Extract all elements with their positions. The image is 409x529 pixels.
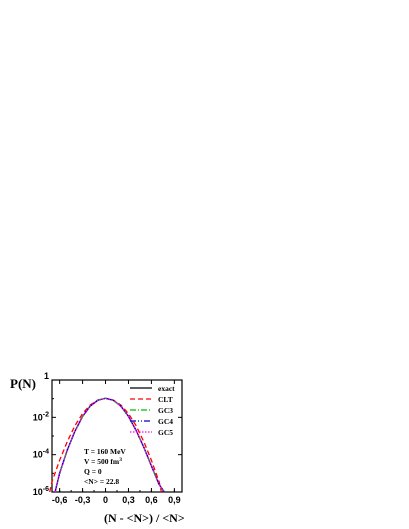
series-gc5: [54, 397, 165, 493]
x-tick-label: 0,9: [168, 495, 181, 505]
y-axis-label: P(N): [10, 376, 36, 391]
legend-label-gc5: GC5: [158, 428, 173, 437]
legend-label-gc4: GC4: [158, 417, 173, 426]
ticks-layer: -0,6 -0,3 0 0,3 0,6 0,9 1 10-2 10-4 10-6: [33, 371, 182, 505]
legend-label-clt: CLT: [158, 395, 173, 404]
y-tick-label: 1: [44, 371, 49, 381]
annotation-1: V = 500 fm3: [84, 457, 122, 466]
x-tick-label: 0,6: [145, 495, 158, 505]
series-layer: [49, 397, 165, 493]
legend-label-exact: exact: [158, 384, 175, 393]
y-tick-label: 10-4: [33, 449, 49, 460]
legend-label-gc3: GC3: [158, 406, 173, 415]
x-tick-label: -0,3: [75, 495, 91, 505]
x-axis-label: (N - <N>) / <N>: [104, 511, 185, 525]
y-tick-label: 10-6: [33, 486, 49, 497]
x-tick-label: -0,6: [52, 495, 68, 505]
legend: exact CLT GC3 GC4 GC5: [130, 384, 175, 437]
annotation-0: T = 160 MeV: [84, 447, 126, 456]
y-tick-label: 10-2: [33, 411, 49, 422]
x-tick-label: 0,3: [122, 495, 135, 505]
annotation-2: Q = 0: [84, 467, 102, 476]
x-tick-label: 0: [103, 495, 108, 505]
annotation-3: <N> = 22.8: [84, 477, 119, 486]
